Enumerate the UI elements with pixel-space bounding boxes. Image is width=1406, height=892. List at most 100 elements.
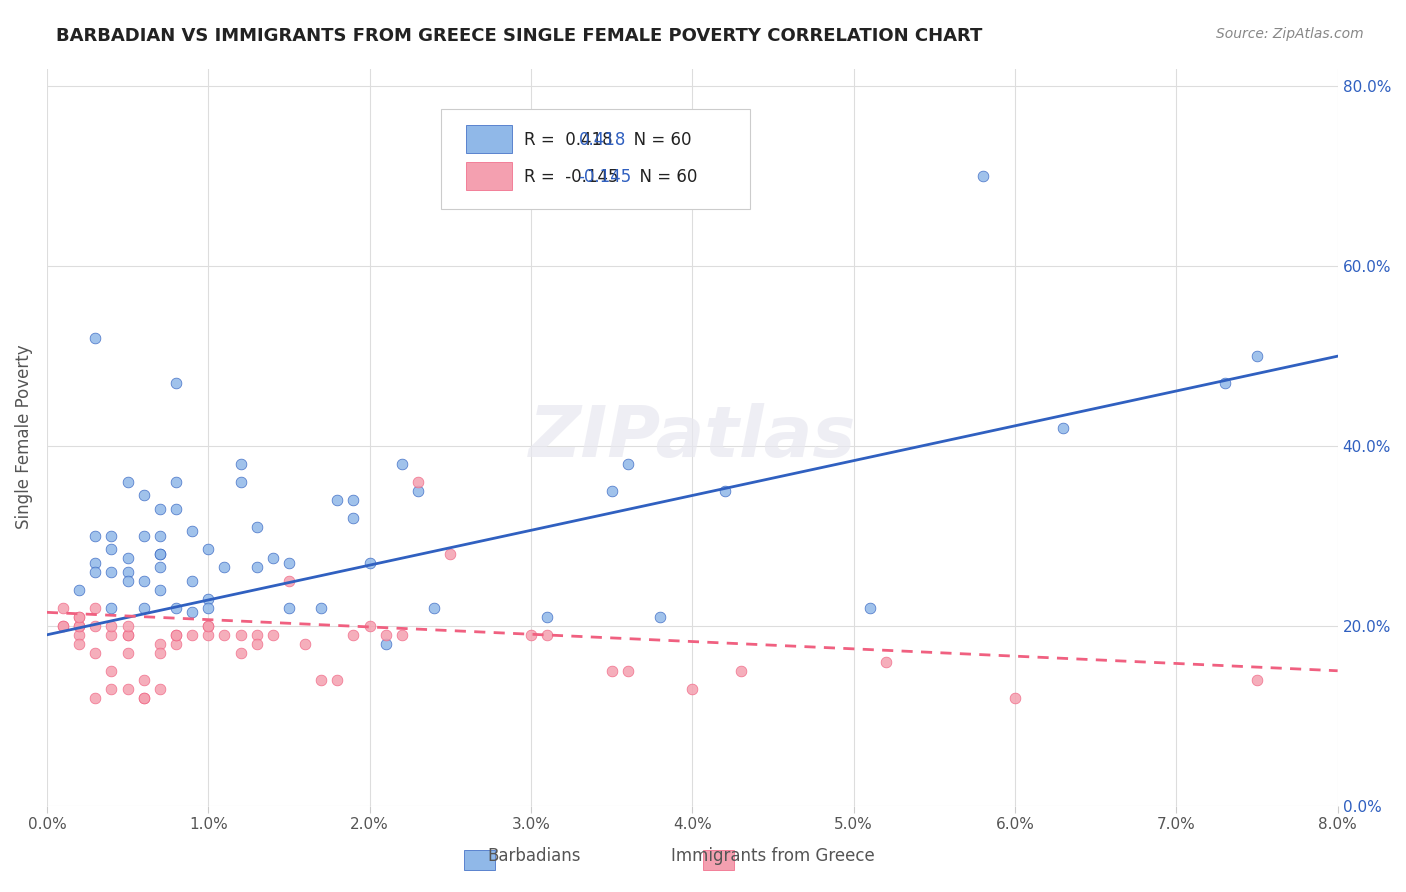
Immigrants from Greece <box>52 600 75 615</box>
Barbadians <box>67 582 90 597</box>
FancyBboxPatch shape <box>467 162 512 190</box>
Barbadians <box>406 483 429 498</box>
Barbadians <box>197 542 219 557</box>
Text: Barbadians: Barbadians <box>488 847 581 865</box>
Barbadians <box>132 529 155 543</box>
Barbadians <box>100 600 122 615</box>
Barbadians <box>100 565 122 579</box>
Barbadians <box>972 169 994 184</box>
Barbadians <box>149 502 172 516</box>
Barbadians <box>181 574 204 588</box>
Immigrants from Greece <box>681 681 703 696</box>
Immigrants from Greece <box>197 619 219 633</box>
Barbadians <box>149 529 172 543</box>
Barbadians <box>277 600 299 615</box>
Barbadians <box>149 582 172 597</box>
Barbadians <box>326 493 349 508</box>
Immigrants from Greece <box>294 637 316 651</box>
Immigrants from Greece <box>100 681 122 696</box>
Barbadians <box>197 591 219 606</box>
Barbadians <box>100 529 122 543</box>
Immigrants from Greece <box>616 664 638 678</box>
Immigrants from Greece <box>117 681 139 696</box>
Immigrants from Greece <box>67 637 90 651</box>
Barbadians <box>181 524 204 539</box>
Immigrants from Greece <box>181 628 204 642</box>
Immigrants from Greece <box>246 628 269 642</box>
Immigrants from Greece <box>326 673 349 687</box>
Barbadians <box>132 600 155 615</box>
Immigrants from Greece <box>84 619 107 633</box>
Barbadians <box>149 547 172 561</box>
Immigrants from Greece <box>262 628 284 642</box>
Immigrants from Greece <box>229 646 252 660</box>
Barbadians <box>342 493 364 508</box>
Barbadians <box>84 565 107 579</box>
Barbadians <box>117 475 139 489</box>
Immigrants from Greece <box>1246 673 1268 687</box>
Immigrants from Greece <box>100 664 122 678</box>
Immigrants from Greece <box>359 619 381 633</box>
FancyBboxPatch shape <box>440 109 751 209</box>
Barbadians <box>181 605 204 619</box>
Immigrants from Greece <box>67 619 90 633</box>
Barbadians <box>100 542 122 557</box>
Barbadians <box>214 560 236 574</box>
Barbadians <box>246 520 269 534</box>
Barbadians <box>132 574 155 588</box>
Immigrants from Greece <box>600 664 623 678</box>
Immigrants from Greece <box>875 655 897 669</box>
Bar <box>703 850 734 870</box>
Barbadians <box>84 331 107 345</box>
Immigrants from Greece <box>520 628 543 642</box>
Immigrants from Greece <box>67 619 90 633</box>
Barbadians <box>117 574 139 588</box>
Barbadians <box>536 610 558 624</box>
Text: 0.418: 0.418 <box>579 131 626 149</box>
Barbadians <box>149 560 172 574</box>
Immigrants from Greece <box>342 628 364 642</box>
Immigrants from Greece <box>132 673 155 687</box>
Immigrants from Greece <box>84 646 107 660</box>
Immigrants from Greece <box>84 690 107 705</box>
Barbadians <box>165 475 187 489</box>
Text: -0.145: -0.145 <box>579 168 631 186</box>
Text: R =  0.418    N = 60: R = 0.418 N = 60 <box>524 131 692 149</box>
Immigrants from Greece <box>165 628 187 642</box>
Barbadians <box>391 457 413 471</box>
Immigrants from Greece <box>67 610 90 624</box>
Immigrants from Greece <box>246 637 269 651</box>
Immigrants from Greece <box>52 619 75 633</box>
Immigrants from Greece <box>100 619 122 633</box>
Immigrants from Greece <box>165 628 187 642</box>
Barbadians <box>713 483 735 498</box>
Barbadians <box>117 565 139 579</box>
Immigrants from Greece <box>117 646 139 660</box>
Barbadians <box>277 556 299 570</box>
Text: Immigrants from Greece: Immigrants from Greece <box>672 847 875 865</box>
Text: BARBADIAN VS IMMIGRANTS FROM GREECE SINGLE FEMALE POVERTY CORRELATION CHART: BARBADIAN VS IMMIGRANTS FROM GREECE SING… <box>56 27 983 45</box>
Immigrants from Greece <box>84 600 107 615</box>
Immigrants from Greece <box>149 681 172 696</box>
Barbadians <box>1213 376 1236 391</box>
Immigrants from Greece <box>117 628 139 642</box>
Barbadians <box>165 376 187 391</box>
Text: Source: ZipAtlas.com: Source: ZipAtlas.com <box>1216 27 1364 41</box>
Barbadians <box>859 600 882 615</box>
Immigrants from Greece <box>277 574 299 588</box>
Barbadians <box>309 600 332 615</box>
Immigrants from Greece <box>117 619 139 633</box>
Immigrants from Greece <box>214 628 236 642</box>
Immigrants from Greece <box>197 619 219 633</box>
Y-axis label: Single Female Poverty: Single Female Poverty <box>15 344 32 529</box>
Barbadians <box>342 511 364 525</box>
Immigrants from Greece <box>100 628 122 642</box>
Immigrants from Greece <box>1004 690 1026 705</box>
Immigrants from Greece <box>406 475 429 489</box>
Barbadians <box>600 483 623 498</box>
Barbadians <box>117 551 139 566</box>
Immigrants from Greece <box>730 664 752 678</box>
Barbadians <box>149 547 172 561</box>
Immigrants from Greece <box>67 628 90 642</box>
Immigrants from Greece <box>67 610 90 624</box>
